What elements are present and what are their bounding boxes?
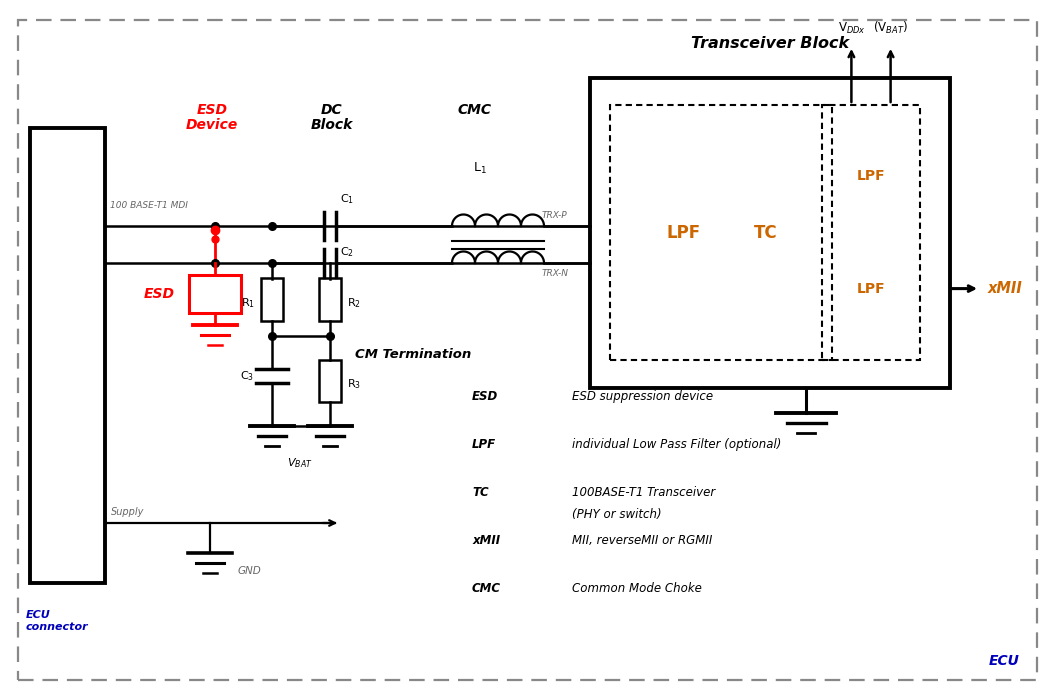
Text: R$_1$: R$_1$ xyxy=(241,296,255,309)
Text: xMII: xMII xyxy=(988,281,1023,296)
Text: GND: GND xyxy=(238,566,262,576)
Text: TRX-N: TRX-N xyxy=(542,269,569,278)
Text: Supply: Supply xyxy=(111,507,145,517)
Text: TC: TC xyxy=(754,223,777,242)
Bar xyxy=(189,275,241,313)
Text: TC: TC xyxy=(472,486,488,499)
Text: LPF: LPF xyxy=(856,170,886,184)
Text: (PHY or switch): (PHY or switch) xyxy=(572,508,662,521)
Bar xyxy=(610,105,832,360)
Text: CM Termination: CM Termination xyxy=(355,348,471,361)
Text: ECU
connector: ECU connector xyxy=(26,610,89,632)
Text: CMC: CMC xyxy=(472,582,501,595)
Text: R$_2$: R$_2$ xyxy=(347,296,361,309)
Text: MII, reverseMII or RGMII: MII, reverseMII or RGMII xyxy=(572,534,712,547)
Text: ESD suppression device: ESD suppression device xyxy=(572,390,713,403)
Text: C$_1$: C$_1$ xyxy=(340,192,354,206)
Text: TRX-P: TRX-P xyxy=(542,211,568,220)
Text: L$_1$: L$_1$ xyxy=(474,161,487,176)
Text: 100 BASE-T1 MDI: 100 BASE-T1 MDI xyxy=(110,201,188,210)
Text: C$_3$: C$_3$ xyxy=(240,369,254,383)
Text: xMII: xMII xyxy=(472,534,500,547)
Bar xyxy=(261,279,283,320)
Text: (V$_{BAT}$): (V$_{BAT}$) xyxy=(873,20,908,36)
Text: DC
Block: DC Block xyxy=(311,103,353,132)
Bar xyxy=(822,105,920,360)
Text: LPF: LPF xyxy=(666,223,701,242)
Text: ESD: ESD xyxy=(144,287,175,301)
Text: C$_2$: C$_2$ xyxy=(340,245,354,259)
Text: individual Low Pass Filter (optional): individual Low Pass Filter (optional) xyxy=(572,438,781,451)
Text: ESD
Device: ESD Device xyxy=(186,103,238,132)
Text: CMC: CMC xyxy=(458,103,492,117)
Text: R$_3$: R$_3$ xyxy=(347,377,361,391)
Bar xyxy=(319,360,341,402)
Bar xyxy=(319,279,341,320)
Text: 100BASE-T1 Transceiver: 100BASE-T1 Transceiver xyxy=(572,486,716,499)
Text: Common Mode Choke: Common Mode Choke xyxy=(572,582,702,595)
Text: ESD: ESD xyxy=(472,390,498,403)
Text: ECU: ECU xyxy=(989,654,1020,668)
Text: Transceiver Block: Transceiver Block xyxy=(691,36,849,51)
Bar xyxy=(590,78,950,388)
Text: V$_{BAT}$: V$_{BAT}$ xyxy=(288,456,313,470)
Text: LPF: LPF xyxy=(472,438,496,451)
Bar xyxy=(30,128,105,583)
Text: V$_{DDx}$: V$_{DDx}$ xyxy=(837,21,866,36)
Text: LPF: LPF xyxy=(856,281,886,295)
